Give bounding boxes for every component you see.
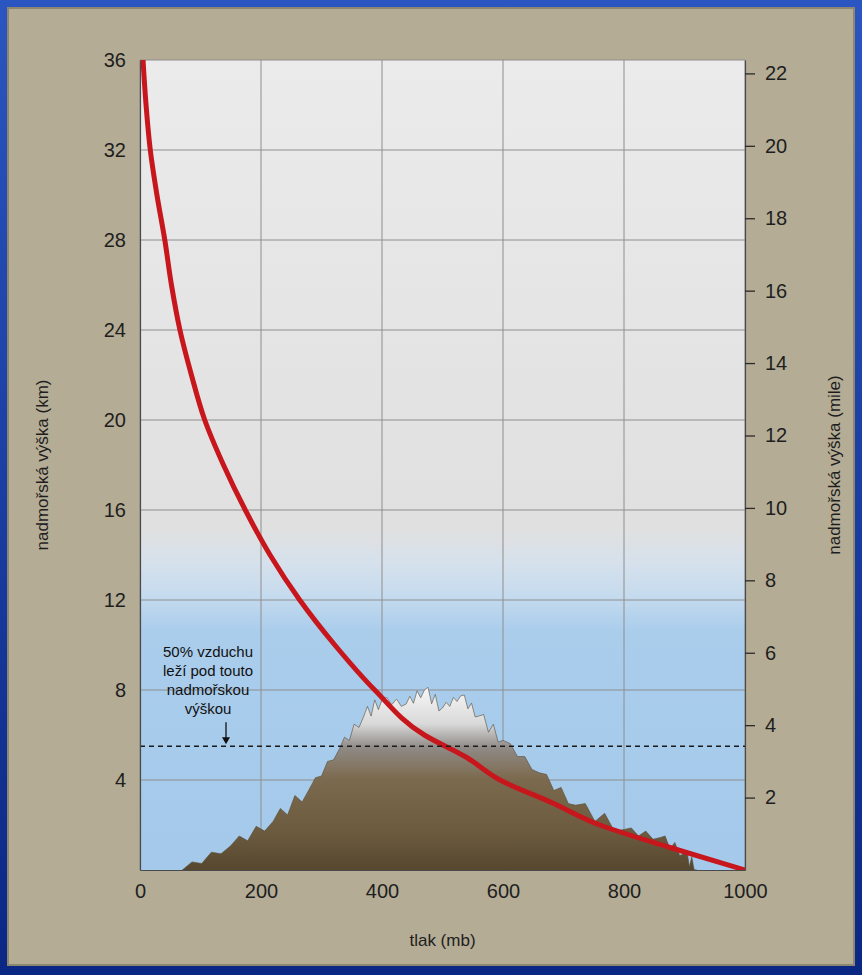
grid-line-x — [140, 60, 141, 870]
y2-axis-tick-label: 22 — [765, 62, 787, 84]
grid-line-y — [140, 420, 745, 421]
panel — [8, 8, 854, 965]
grid-line-y — [140, 60, 745, 61]
y-axis-tick-label: 20 — [104, 409, 126, 431]
y-axis-tick-label: 4 — [115, 769, 126, 791]
plot-background — [140, 60, 745, 870]
grid-line-x — [261, 60, 262, 870]
y2-axis-tick: 16 — [745, 280, 787, 302]
y2-axis-tick-label: 10 — [765, 497, 787, 519]
y2-axis-tick: 12 — [745, 424, 787, 446]
y2-axis-tick-mark — [745, 291, 755, 292]
chart: 50% vzduchu leží pod touto nadmořskou výško… — [0, 0, 862, 975]
x-axis-tick: 200 — [245, 870, 278, 902]
y2-axis-tick-mark — [745, 797, 755, 798]
x-axis-tick: 1000 — [723, 870, 768, 902]
y-axis-tick-label: 12 — [104, 589, 126, 611]
x-axis-tick-label: 1000 — [723, 880, 768, 902]
y-axis-tick: 36 — [104, 49, 140, 71]
y2-axis-title: nadmořská výška (mile) — [825, 375, 844, 555]
grid-line-x — [745, 60, 746, 870]
y-axis-title: nadmořská výška (km) — [33, 380, 52, 551]
y2-axis-tick: 2 — [745, 786, 776, 808]
y2-axis-tick-label: 8 — [765, 569, 776, 591]
x-axis-tick-label: 0 — [135, 880, 146, 902]
y2-axis-tick-label: 2 — [765, 786, 776, 808]
y-axis-tick-label: 32 — [104, 139, 126, 161]
plot-area — [143, 60, 745, 870]
y2-axis-line — [745, 61, 746, 871]
background — [0, 0, 862, 975]
y2-axis-tick-mark — [745, 435, 755, 436]
x-axis: 0 200 400 600 800 1000 — [135, 870, 768, 902]
x-axis-tick-label: 400 — [366, 880, 399, 902]
y-axis: 4 8 12 16 20 24 28 32 36 — [104, 49, 141, 871]
y2-axis-tick-mark — [745, 508, 755, 509]
annotation-line-text: 50% vzduchu — [163, 643, 253, 660]
y2-axis: 2 4 6 8 10 12 14 16 18 20 22 — [745, 61, 787, 871]
y2-axis-tick-mark — [745, 218, 755, 219]
y2-axis-tick-label: 20 — [765, 135, 787, 157]
x-axis-title: tlak (mb) — [409, 931, 475, 950]
x-axis-tick-label: 600 — [487, 880, 520, 902]
y2-axis-tick: 22 — [745, 62, 787, 84]
y2-axis-tick: 18 — [745, 207, 787, 229]
y2-axis-tick: 14 — [745, 352, 787, 374]
grid-line-y — [140, 600, 745, 601]
x-axis-tick: 600 — [487, 870, 520, 902]
y2-axis-tick-label: 4 — [765, 714, 776, 736]
grid-line-y — [140, 150, 745, 151]
y2-axis-tick: 6 — [745, 642, 776, 664]
y-axis-tick-label: 16 — [104, 499, 126, 521]
x-axis-tick-label: 200 — [245, 880, 278, 902]
y-axis-tick: 16 — [104, 499, 140, 521]
x-axis-tick: 800 — [608, 870, 641, 902]
grid — [140, 60, 745, 870]
annotation-line-text: nadmořskou — [167, 681, 250, 698]
annotation-line-text: výškou — [185, 700, 232, 717]
y-axis-tick-label: 8 — [115, 679, 126, 701]
y2-axis-tick-mark — [745, 146, 755, 147]
y2-axis-tick-mark — [745, 725, 755, 726]
y2-axis-tick-label: 18 — [765, 207, 787, 229]
annotation-line — [140, 746, 745, 747]
y2-axis-tick-mark — [745, 73, 755, 74]
x-axis-line — [141, 870, 746, 871]
grid-line-y — [140, 240, 745, 241]
y2-axis-tick-mark — [745, 363, 755, 364]
y2-axis-tick-mark — [745, 580, 755, 581]
y2-axis-tick: 4 — [745, 714, 776, 736]
y2-axis-tick-label: 16 — [765, 280, 787, 302]
x-axis-tick-label: 800 — [608, 880, 641, 902]
y-axis-tick: 24 — [104, 319, 140, 341]
y-axis-tick-label: 36 — [104, 49, 126, 71]
annotation-arrowhead — [222, 737, 230, 744]
y-axis-tick: 32 — [104, 139, 140, 161]
y2-axis-tick-label: 6 — [765, 642, 776, 664]
y2-axis-tick: 20 — [745, 135, 787, 157]
y-axis-tick: 8 — [115, 679, 140, 701]
y-axis-tick: 28 — [104, 229, 140, 251]
y-axis-tick-label: 24 — [104, 319, 126, 341]
y2-axis-tick-label: 12 — [765, 424, 787, 446]
y-axis-tick: 4 — [115, 769, 140, 791]
y2-axis-tick-label: 14 — [765, 352, 787, 374]
annotation-line-text: leží pod touto — [163, 662, 253, 679]
x-axis-tick: 400 — [366, 870, 399, 902]
y2-axis-tick: 8 — [745, 569, 776, 591]
y2-axis-tick: 10 — [745, 497, 787, 519]
y-axis-line — [140, 61, 141, 871]
pressure-curve — [143, 60, 745, 870]
mountain — [182, 687, 696, 870]
grid-line-y — [140, 510, 745, 511]
grid-line-y — [140, 330, 745, 331]
x-axis-tick: 0 — [135, 870, 146, 902]
grid-line-x — [624, 60, 625, 870]
y-axis-tick: 20 — [104, 409, 140, 431]
annotation-arrow — [225, 722, 226, 738]
y-axis-tick: 12 — [104, 589, 140, 611]
annotation-text: 50% vzduchu leží pod touto nadmořskou výško… — [163, 643, 253, 717]
y2-axis-tick-mark — [745, 653, 755, 654]
y-axis-tick-label: 28 — [104, 229, 126, 251]
